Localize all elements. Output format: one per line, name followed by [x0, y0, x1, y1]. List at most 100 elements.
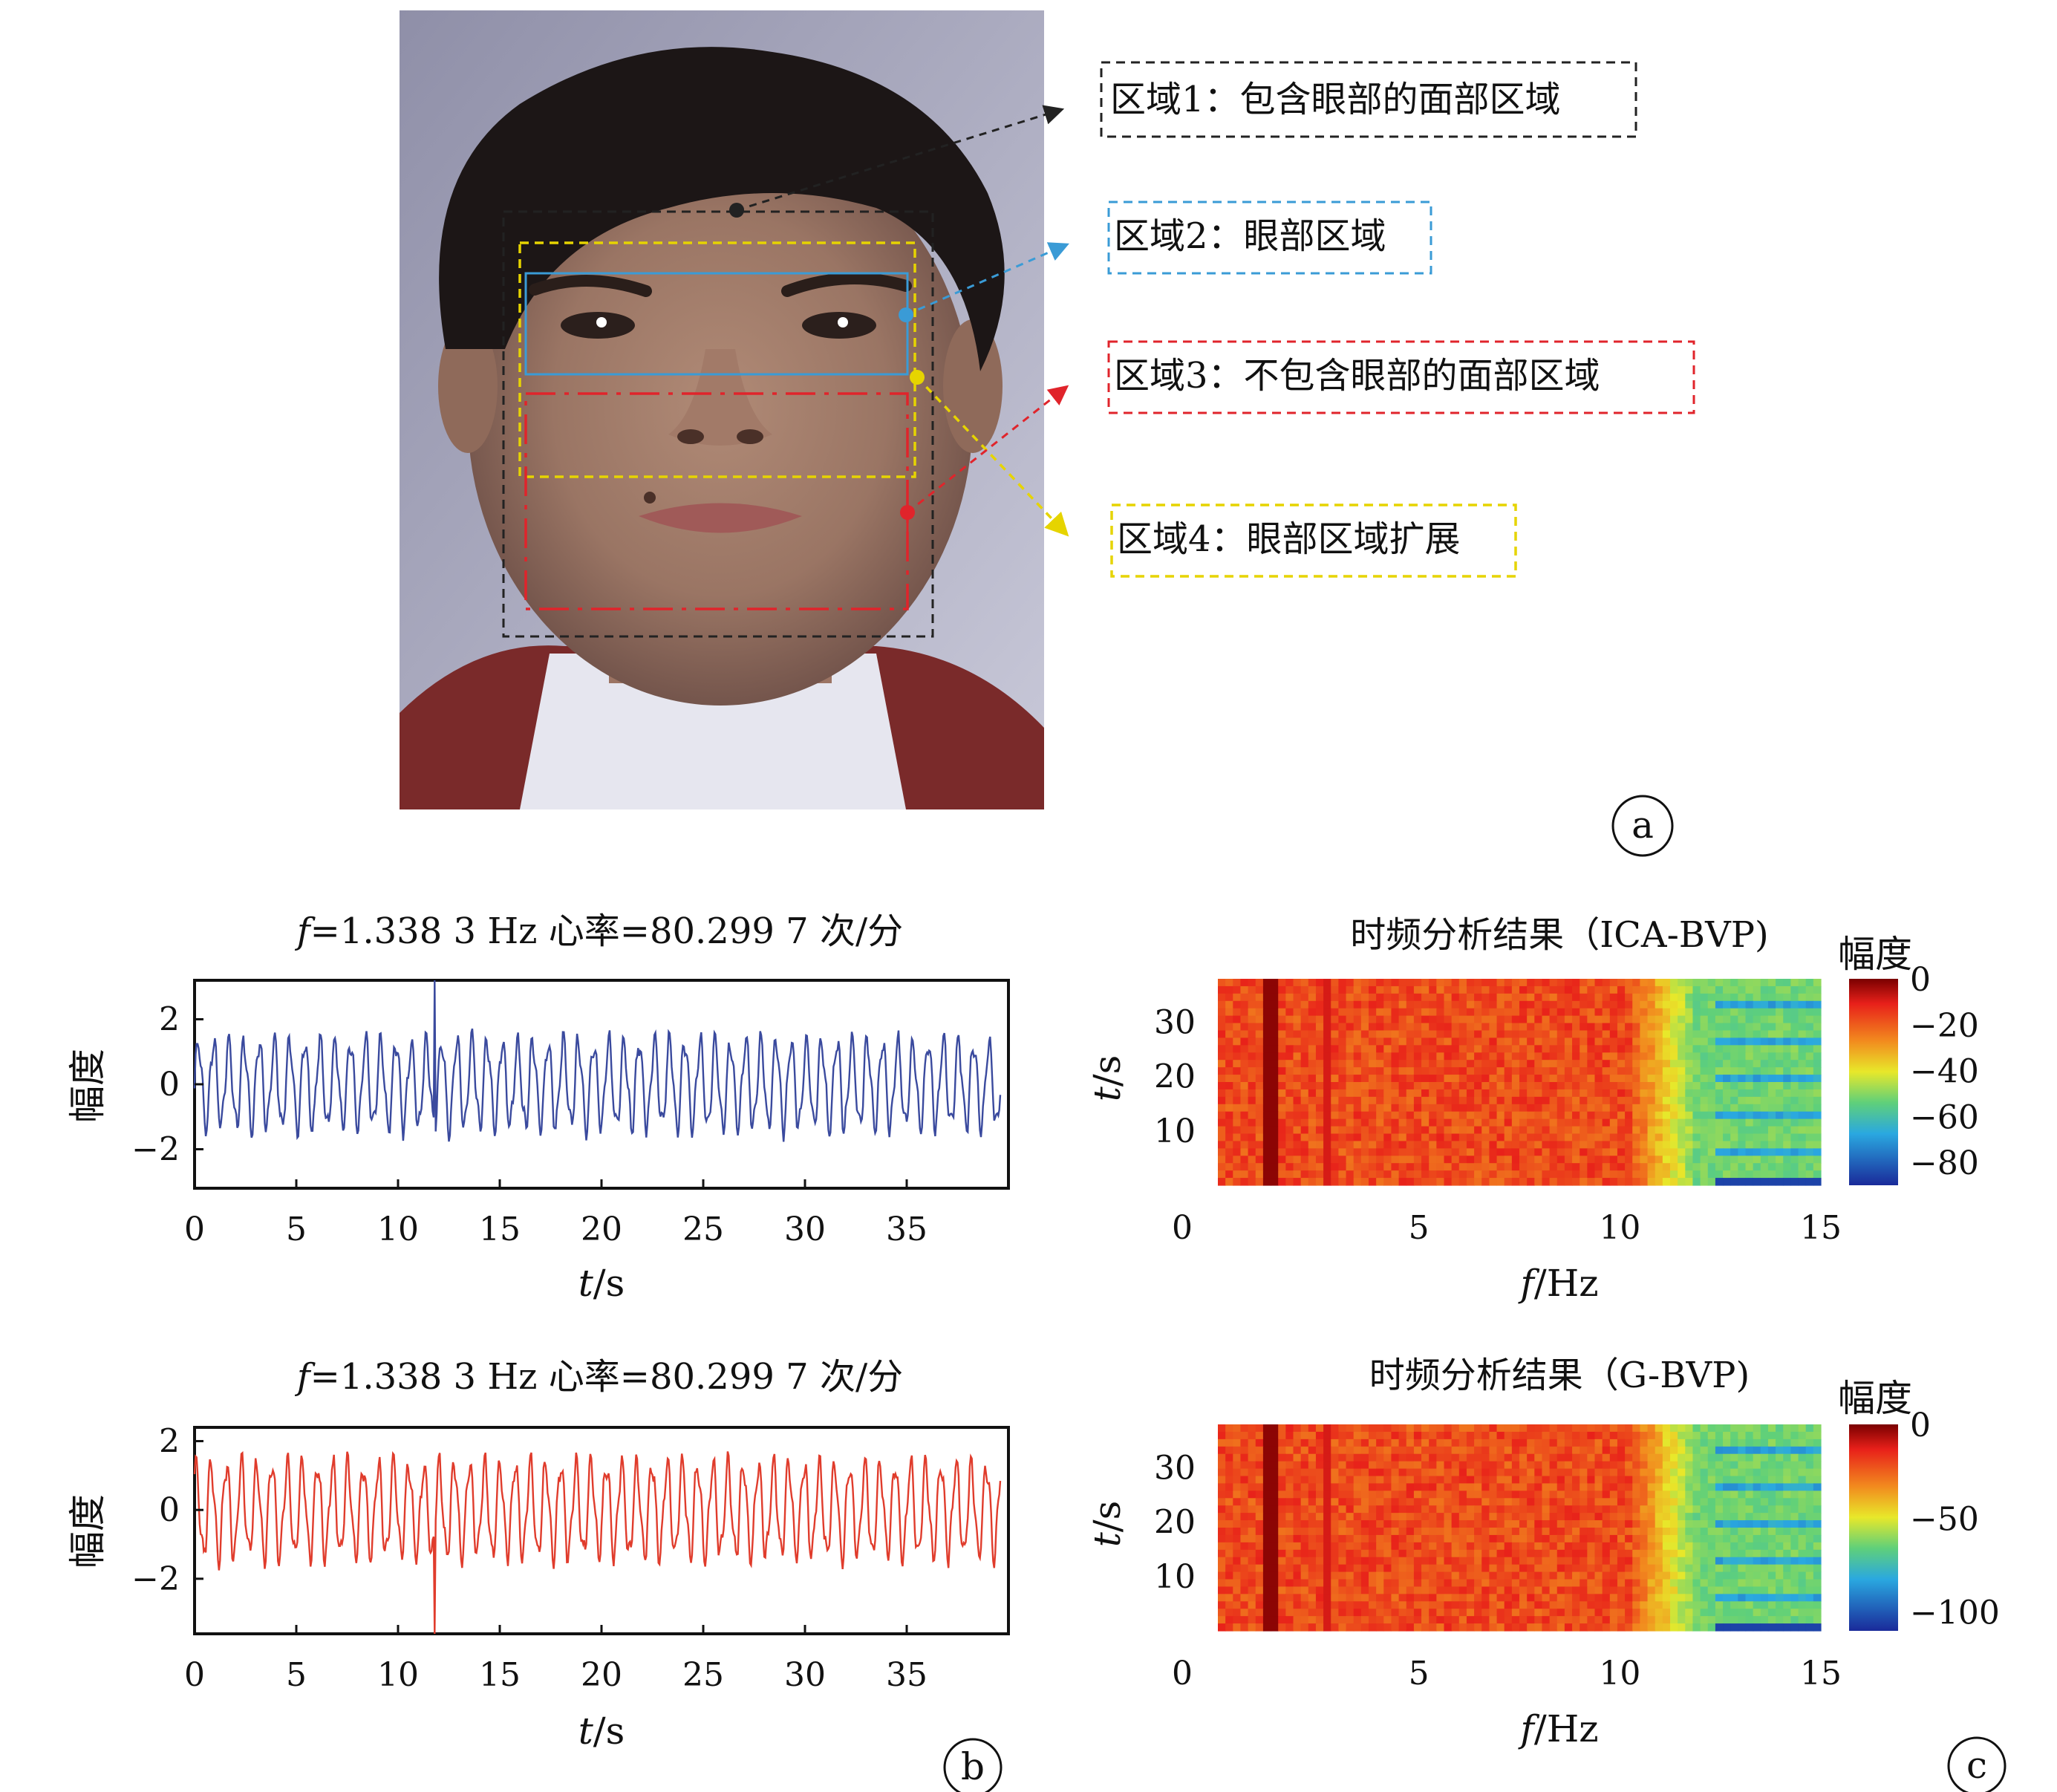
heatmap-cell [1466, 1037, 1475, 1046]
heatmap-cell [1421, 1468, 1430, 1477]
heatmap-cell [1564, 1104, 1573, 1112]
heatmap-cell [1594, 1446, 1603, 1455]
heatmap-cell [1331, 1030, 1339, 1039]
heatmap-cell [1715, 1609, 1724, 1617]
heatmap-cell [1542, 1431, 1551, 1440]
heatmap-cell [1323, 1461, 1331, 1470]
heatmap-cell [1271, 1483, 1279, 1491]
heatmap-cell [1315, 1067, 1324, 1075]
heatmap-cell [1406, 1609, 1415, 1617]
heatmap-cell [1670, 1505, 1678, 1514]
heatmap-cell [1496, 1431, 1505, 1440]
heatmap-cell [1542, 1534, 1551, 1543]
heatmap-cell [1338, 1520, 1347, 1528]
heatmap-cell [1647, 1549, 1656, 1558]
heatmap-cell [1308, 1594, 1317, 1602]
heatmap-cell [1421, 1623, 1430, 1632]
heatmap-cell [1481, 1483, 1490, 1491]
heatmap-cell [1730, 1439, 1738, 1447]
heatmap-cell [1308, 1623, 1317, 1632]
heatmap-cell [1285, 979, 1294, 987]
heatmap-cell [1489, 1461, 1498, 1470]
heatmap-cell [1240, 1052, 1249, 1060]
heatmap-cell [1233, 1579, 1242, 1588]
heatmap-cell [1346, 1594, 1355, 1602]
heatmap-cell [1369, 1439, 1377, 1447]
heatmap-cell [1534, 1170, 1543, 1179]
heatmap-cell [1707, 1178, 1716, 1186]
heatmap-cell [1813, 1156, 1822, 1164]
heatmap-cell [1609, 1096, 1618, 1105]
heatmap-cell [1753, 1439, 1761, 1447]
heatmap-cell [1572, 1571, 1580, 1580]
heatmap-cell [1436, 1439, 1445, 1447]
heatmap-cell [1730, 1431, 1738, 1440]
heatmap-cell [1331, 1060, 1339, 1068]
heatmap-cell [1730, 1067, 1738, 1075]
heatmap-cell [1564, 1178, 1573, 1186]
heatmap-cell [1466, 1476, 1475, 1485]
heatmap-cell [1474, 1178, 1482, 1186]
heatmap-cell [1564, 1586, 1573, 1594]
heatmap-cell [1240, 1000, 1249, 1009]
heatmap-cell [1685, 1156, 1694, 1164]
heatmap-cell [1481, 1023, 1490, 1032]
heatmap-cell [1458, 1528, 1467, 1536]
heatmap-cell [1662, 1118, 1671, 1127]
heatmap-cell [1519, 1148, 1528, 1156]
heatmap-cell [1647, 1141, 1656, 1149]
heatmap-cell [1527, 1623, 1535, 1632]
heatmap-cell [1678, 1439, 1686, 1447]
heatmap-cell [1564, 1453, 1573, 1462]
heatmap-cell [1436, 1528, 1445, 1536]
heatmap-cell [1436, 1023, 1445, 1032]
heatmap-cell [1406, 1446, 1415, 1455]
heatmap-cell [1670, 1023, 1678, 1032]
heatmap-cell [1511, 1008, 1520, 1017]
heatmap-cell [1580, 1542, 1588, 1551]
heatmap-cell [1444, 993, 1453, 1002]
heatmap-cell [1233, 1067, 1242, 1075]
heatmap-cell [1753, 1096, 1761, 1105]
x-tick-label: 0 [1172, 1209, 1193, 1247]
heatmap-cell [1609, 1111, 1618, 1120]
heatmap-cell [1413, 1490, 1422, 1499]
heatmap-cell [1338, 1498, 1347, 1506]
heatmap-cell [1496, 1015, 1505, 1024]
heatmap-cell [1519, 1453, 1528, 1462]
heatmap-cell [1632, 1549, 1640, 1558]
heatmap-cell [1813, 1141, 1822, 1149]
heatmap-cell [1338, 1476, 1347, 1485]
heatmap-cell [1391, 1490, 1400, 1499]
heatmap-cell [1730, 1052, 1738, 1060]
heatmap-cell [1776, 1148, 1784, 1156]
heatmap-cell [1300, 985, 1309, 994]
heatmap-cell [1813, 1490, 1822, 1499]
heatmap-cell [1360, 985, 1369, 994]
heatmap-cell [1398, 1075, 1407, 1083]
heatmap-cell [1300, 1579, 1309, 1588]
heatmap-cell [1617, 1586, 1626, 1594]
heatmap-cell [1783, 1424, 1791, 1433]
heatmap-cell [1527, 1045, 1535, 1053]
heatmap-cell [1700, 1156, 1709, 1164]
heatmap-cell [1580, 1141, 1588, 1149]
heatmap-cell [1730, 1476, 1738, 1485]
heatmap-cell [1738, 1586, 1747, 1594]
heatmap-cell [1723, 1609, 1731, 1617]
heatmap-cell [1805, 1052, 1814, 1060]
heatmap-cell [1429, 1170, 1437, 1179]
heatmap-cell [1511, 979, 1520, 987]
heatmap-cell [1421, 1446, 1430, 1455]
heatmap-cell [1406, 1431, 1415, 1440]
heatmap-cell [1594, 985, 1603, 994]
heatmap-cell [1580, 993, 1588, 1002]
heatmap-cell [1587, 1468, 1596, 1477]
heatmap-cell [1278, 1030, 1286, 1039]
heatmap-cell [1594, 1067, 1603, 1075]
heatmap-cell [1602, 1111, 1611, 1120]
heatmap-cell [1511, 1609, 1520, 1617]
x-axis-label: f/Hz [1517, 1262, 1598, 1305]
heatmap-cell [1391, 1156, 1400, 1164]
heatmap-cell [1572, 1483, 1580, 1491]
